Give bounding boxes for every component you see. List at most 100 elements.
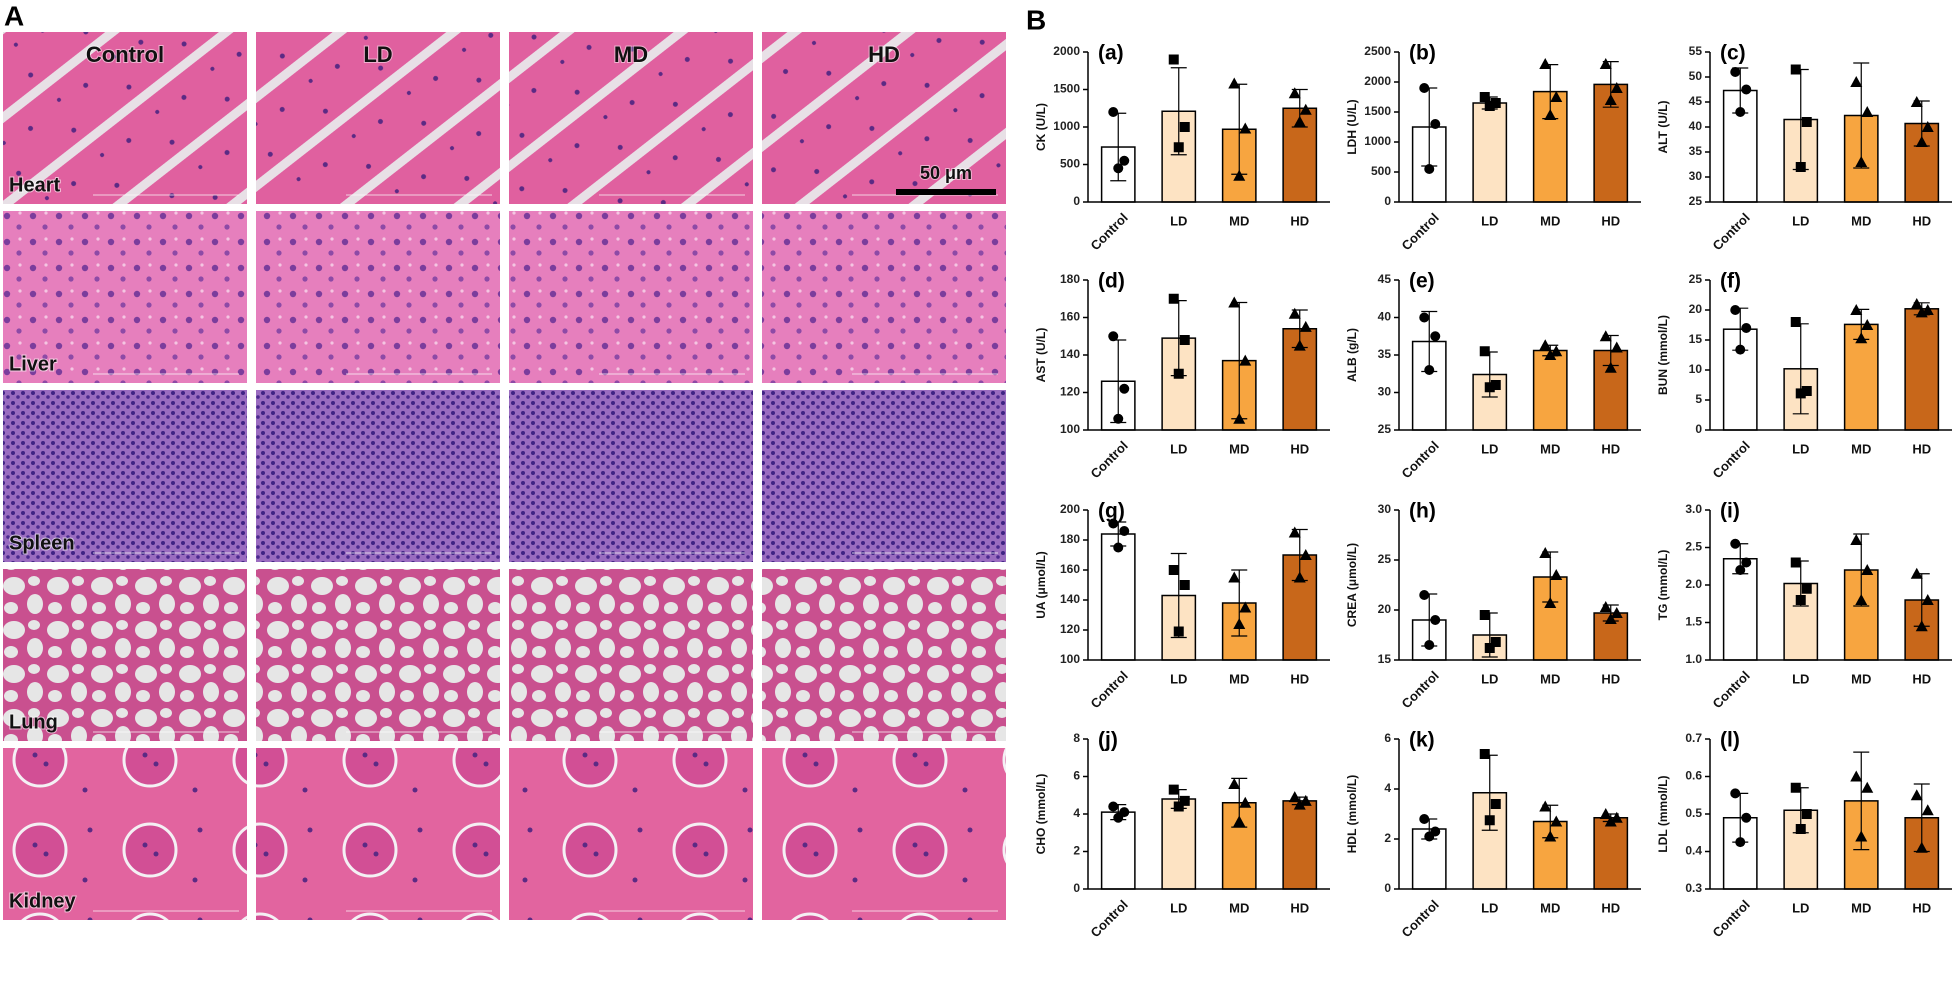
data-point	[1921, 594, 1934, 605]
y-axis-label: LDL (mmol/L)	[1656, 775, 1670, 852]
data-point	[1239, 601, 1252, 613]
x-tick-label: LD	[1170, 671, 1187, 686]
x-tick-label: LD	[1170, 213, 1187, 228]
bar	[1100, 533, 1136, 661]
bar	[1472, 102, 1508, 203]
data-point	[1604, 361, 1617, 373]
data-point	[1850, 76, 1863, 87]
y-tick-label: 140	[1060, 592, 1080, 606]
x-tick-label: MD	[1540, 213, 1560, 228]
data-point	[1801, 583, 1812, 594]
bar	[1532, 349, 1568, 431]
micrograph	[762, 211, 1006, 383]
y-tick-label: 160	[1060, 562, 1080, 576]
x-tick-label: Control	[1710, 438, 1753, 481]
column-label: Control	[86, 42, 164, 67]
data-point	[1550, 815, 1563, 827]
data-point	[1113, 163, 1124, 174]
micrograph	[256, 390, 500, 562]
y-tick-label: 8	[1073, 731, 1080, 745]
micrograph	[762, 748, 1006, 920]
y-tick-label: 1.0	[1685, 652, 1702, 666]
data-point	[1741, 812, 1752, 823]
data-point	[1795, 388, 1806, 399]
data-point	[1741, 84, 1752, 95]
micrograph	[762, 569, 1006, 741]
data-point	[1550, 345, 1563, 357]
x-tick-label: Control	[1088, 668, 1131, 711]
y-tick-label: 120	[1060, 385, 1080, 399]
data-point	[1850, 304, 1863, 315]
x-tick-label: Control	[1710, 668, 1753, 711]
data-point	[1113, 413, 1124, 424]
y-tick-label: 0.5	[1685, 806, 1702, 820]
data-point	[1293, 115, 1306, 127]
data-point	[1550, 569, 1563, 580]
data-point	[1288, 307, 1301, 319]
y-tick-label: 6	[1384, 731, 1391, 745]
y-tick-label: 1.5	[1685, 615, 1702, 629]
data-point	[1168, 293, 1179, 304]
x-tick-label: MD	[1851, 213, 1871, 228]
data-point	[1855, 156, 1868, 167]
data-point	[1228, 571, 1241, 583]
data-point	[1484, 101, 1495, 111]
data-point	[1741, 557, 1752, 568]
data-point	[1173, 626, 1184, 637]
data-point	[1915, 841, 1928, 853]
data-point	[1228, 778, 1241, 789]
y-tick-label: 35	[1689, 144, 1703, 158]
data-point	[1430, 119, 1441, 129]
bar	[1593, 817, 1629, 890]
micrograph	[509, 211, 753, 383]
x-tick-label: LD	[1170, 900, 1187, 915]
x-tick-label: LD	[1792, 213, 1809, 228]
micrograph	[3, 569, 247, 741]
y-tick-label: 25	[1689, 272, 1703, 286]
y-tick-label: 0.7	[1685, 731, 1702, 745]
micrograph	[762, 32, 1006, 204]
x-tick-label: Control	[1088, 438, 1131, 481]
data-point	[1790, 64, 1801, 75]
y-tick-label: 5	[1695, 392, 1702, 406]
x-tick-label: HD	[1290, 671, 1309, 686]
y-tick-label: 1000	[1364, 134, 1391, 148]
y-axis-label: AST (U/L)	[1034, 328, 1048, 383]
x-tick-label: Control	[1399, 438, 1442, 481]
data-point	[1599, 601, 1612, 612]
bar	[1282, 554, 1318, 661]
data-point	[1790, 782, 1801, 793]
y-tick-label: 2.0	[1685, 577, 1702, 591]
data-point	[1179, 335, 1190, 345]
chart-label: (f)	[1720, 270, 1741, 293]
data-point	[1544, 830, 1557, 842]
data-point	[1490, 637, 1501, 647]
data-point	[1550, 91, 1563, 102]
data-point	[1108, 518, 1119, 529]
bar	[1722, 558, 1758, 661]
y-tick-label: 100	[1060, 652, 1080, 666]
data-point	[1610, 341, 1623, 353]
data-point	[1299, 794, 1312, 806]
data-point	[1479, 346, 1490, 357]
panel-label: B	[1026, 4, 1046, 35]
data-point	[1490, 380, 1501, 390]
y-axis-label: TG (mmol/L)	[1656, 550, 1670, 621]
data-point	[1790, 317, 1801, 327]
y-tick-label: 180	[1060, 532, 1080, 546]
data-point	[1424, 831, 1435, 842]
data-point	[1910, 567, 1923, 579]
scale-bar-label: 50 μm	[920, 163, 972, 183]
x-tick-label: Control	[1399, 210, 1442, 253]
y-tick-label: 40	[1378, 310, 1392, 324]
x-tick-label: HD	[1290, 900, 1309, 915]
data-point	[1113, 812, 1124, 823]
column-label: MD	[614, 42, 648, 67]
data-point	[1850, 770, 1863, 782]
data-point	[1299, 549, 1312, 560]
data-point	[1599, 330, 1612, 342]
y-tick-label: 55	[1689, 44, 1703, 58]
data-point	[1239, 796, 1252, 808]
y-tick-label: 0.4	[1685, 844, 1702, 858]
